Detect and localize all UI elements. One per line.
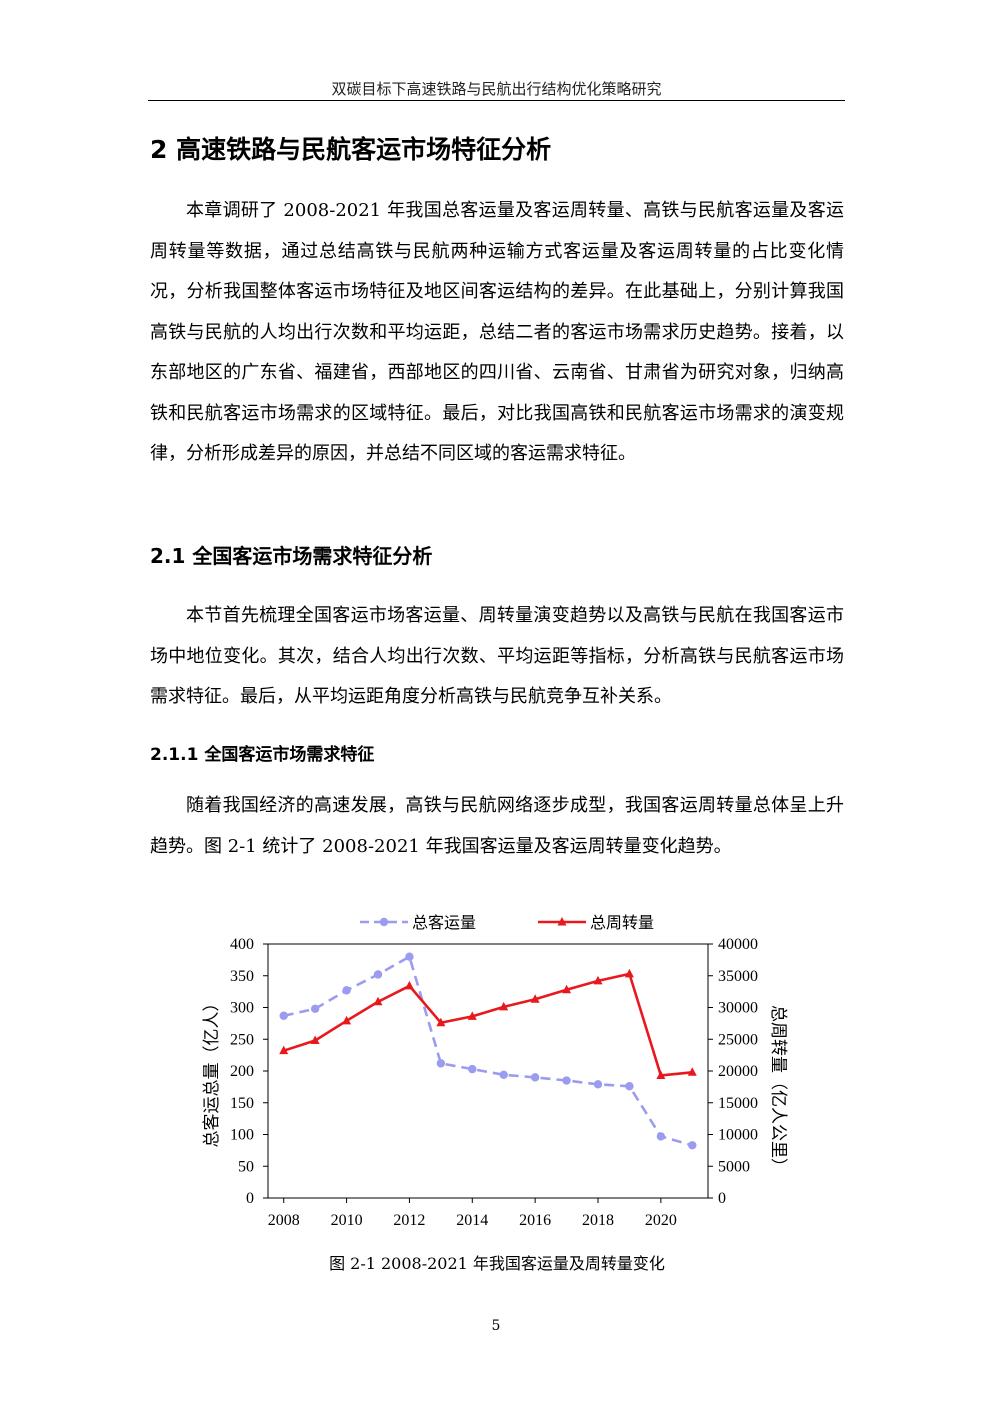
y-left-tick-label: 200 (230, 1063, 254, 1080)
data-point (310, 1004, 320, 1013)
y-left-tick-label: 50 (238, 1158, 254, 1175)
x-tick-label: 2016 (519, 1212, 551, 1229)
data-point (373, 996, 383, 1006)
y-left-tick-label: 400 (230, 936, 254, 953)
paragraph-subsection-intro: 随着我国经济的高速发展，高铁与民航网络逐步成型，我国客运周转量总体呈上升趋势。图… (150, 795, 844, 857)
data-point (593, 975, 603, 985)
data-point (342, 1015, 352, 1025)
data-point (656, 1132, 666, 1141)
legend-item-2: 总周转量 (538, 914, 654, 932)
y-left-tick-label: 150 (230, 1095, 254, 1112)
chapter-title: 2 高速铁路与民航客运市场特征分析 (150, 135, 552, 164)
header-rule (148, 100, 845, 101)
legend-label: 总客运量 (412, 914, 476, 932)
chart-legend: 总客运量 总周转量 (360, 914, 654, 932)
y-right-tick-label: 0 (718, 1190, 726, 1207)
subsection-title: 2.1.1 全国客运市场需求特征 (150, 745, 375, 765)
y-left-tick-label: 100 (230, 1127, 254, 1144)
x-tick-label: 2010 (331, 1212, 363, 1229)
y-right-tick-label: 20000 (718, 1063, 758, 1080)
y-right-tick-label: 5000 (718, 1158, 750, 1175)
data-point (468, 1064, 477, 1074)
series-line (283, 954, 693, 1147)
data-point (562, 1076, 571, 1085)
x-tick-label: 2012 (393, 1212, 425, 1229)
data-point (436, 1059, 446, 1068)
plot-frame (267, 943, 709, 1199)
series-line (283, 972, 693, 1077)
series-2 (279, 968, 697, 1079)
data-point (279, 1011, 288, 1020)
page-number: 5 (491, 1318, 501, 1334)
y-right-tick-label: 35000 (718, 968, 758, 985)
legend-marker (557, 917, 567, 926)
data-point (624, 968, 634, 978)
data-point (562, 984, 572, 994)
passenger-volume-chart: 总客运量 总周转量 0 50 100 150 200 250 300 350 400 0 5000 10… (202, 914, 788, 1229)
data-point (688, 1141, 697, 1150)
y-left-tick-label: 300 (230, 1000, 254, 1017)
data-point (467, 1011, 477, 1020)
x-tick-label: 2008 (268, 1212, 300, 1229)
paragraph-chapter-intro: 本章调研了 2008-2021 年我国总客运量及客运周转量、高铁与民航客运量及客… (150, 200, 844, 464)
data-point (530, 994, 540, 1003)
series-1 (279, 952, 697, 1150)
legend-label: 总周转量 (590, 914, 654, 932)
y-right-tick-label: 30000 (718, 1000, 758, 1017)
data-point (436, 1017, 446, 1027)
data-point (310, 1035, 320, 1045)
running-head: 双碳目标下高速铁路与民航出行结构优化策略研究 (331, 80, 662, 98)
y-right-tick-label: 40000 (718, 936, 758, 953)
data-point (373, 970, 383, 979)
y-right-tick-label: 25000 (718, 1031, 758, 1048)
y-left-tick-label: 350 (230, 968, 254, 985)
data-point (530, 1073, 540, 1082)
data-point (687, 1067, 697, 1076)
y-left-tick-label: 250 (230, 1031, 254, 1048)
data-point (625, 1082, 634, 1091)
chart-axes: 0 50 100 150 200 250 300 350 400 0 5000 10000 15000 2… (230, 936, 758, 1229)
chart-series (279, 952, 697, 1150)
legend-item-1: 总客运量 (360, 914, 476, 932)
data-point (499, 1070, 508, 1080)
y-left-tick-label: 0 (246, 1190, 254, 1207)
x-tick-label: 2020 (645, 1212, 677, 1229)
section-title: 2.1 全国客运市场需求特征分析 (150, 544, 433, 568)
y-right-tick-label: 10000 (718, 1127, 758, 1144)
data-point (279, 1045, 289, 1055)
data-point (405, 952, 414, 961)
data-point (404, 980, 414, 990)
data-point (342, 986, 351, 995)
data-point (593, 1080, 603, 1089)
legend-marker (379, 917, 389, 927)
x-tick-label: 2014 (456, 1212, 488, 1229)
data-point (656, 1070, 666, 1079)
x-tick-label: 2018 (582, 1212, 614, 1229)
y-axis-left-label: 总客运总量（亿人） (202, 995, 221, 1148)
y-right-tick-label: 15000 (718, 1095, 758, 1112)
y-axis-right-label: 总周转量（亿人公里） (769, 1005, 788, 1175)
figure-caption: 图 2-1 2008-2021 年我国客运量及周转量变化 (329, 1254, 665, 1273)
paragraph-section-intro: 本节首先梳理全国客运市场客运量、周转量演变趋势以及高铁与民航在我国客运市场中地位… (150, 605, 844, 707)
data-point (499, 1001, 509, 1011)
